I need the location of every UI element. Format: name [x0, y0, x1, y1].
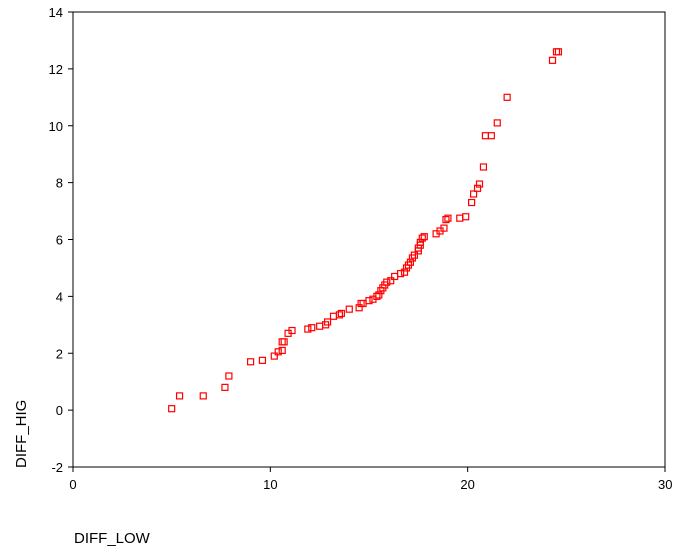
y-axis: -2 0 2 4 6 8 10 12 14: [49, 5, 73, 475]
x-tick-label: 10: [263, 477, 277, 492]
scatter-point: [444, 214, 452, 222]
scatter-point: [548, 56, 557, 64]
y-tick-label: 8: [56, 176, 63, 191]
scatter-point: [357, 299, 365, 308]
scatter-point: [456, 214, 464, 222]
y-tick-label: 6: [56, 233, 63, 248]
y-tick-label: 12: [49, 62, 63, 77]
scatter-point: [278, 338, 286, 346]
y-tick-label: 10: [49, 119, 63, 134]
y-tick-label: -2: [51, 460, 63, 475]
scatter-point: [468, 198, 476, 207]
y-tick-label: 0: [56, 403, 63, 418]
scatter-point: [221, 383, 229, 391]
scatter-point: [481, 132, 490, 140]
scatter-point: [406, 258, 415, 266]
scatter-point: [552, 48, 561, 56]
scatter-point: [365, 297, 373, 305]
scatter-point: [278, 346, 286, 355]
scatter-point: [323, 318, 332, 326]
scatter-point: [359, 299, 367, 308]
scatter-point: [475, 180, 484, 188]
scatter-point: [373, 292, 381, 300]
scatter-point: [355, 304, 363, 312]
scatter-point: [270, 352, 278, 360]
scatter-point: [274, 348, 282, 356]
scatter-point: [258, 356, 267, 364]
scatter-point: [469, 190, 478, 198]
scatter-point: [199, 392, 207, 400]
scatter-point: [304, 325, 312, 333]
plot-frame: [72, 11, 666, 468]
scatter-point: [375, 291, 383, 299]
scatter-point: [554, 48, 563, 56]
scatter-point: [418, 234, 426, 242]
scatter-point: [337, 309, 345, 318]
scatter-point: [493, 119, 501, 127]
scatter-point: [410, 251, 418, 259]
scatter-point: [335, 311, 343, 319]
scatter-point: [316, 322, 324, 330]
scatter-point: [487, 132, 495, 140]
scatter-point: [280, 338, 288, 346]
scatter-point: [345, 305, 353, 313]
scatter-point: [416, 238, 424, 246]
x-axis: 0 10 20 30: [69, 467, 672, 492]
scatter-point: [288, 326, 296, 335]
scatter-points: [168, 48, 563, 413]
scatter-point: [308, 324, 316, 332]
scatter-point: [329, 312, 338, 320]
scatter-point: [247, 358, 255, 366]
x-tick-label: 30: [658, 477, 672, 492]
scatter-point: [479, 163, 488, 171]
y-tick-label: 4: [56, 289, 63, 304]
y-tick-label: 2: [56, 346, 63, 361]
scatter-point: [396, 270, 405, 278]
scatter-point: [440, 224, 448, 232]
scatter-point: [400, 268, 409, 276]
x-axis-title: DIFF_LOW: [74, 530, 151, 547]
scatter-point: [420, 233, 428, 241]
y-axis-title: DIFF_HIG: [13, 400, 30, 468]
scatter-point: [168, 405, 176, 413]
scatter-point: [462, 213, 470, 221]
scatter-point: [175, 392, 184, 400]
x-tick-label: 0: [69, 477, 76, 492]
scatter-point: [473, 184, 482, 192]
y-tick-label: 14: [49, 5, 63, 20]
scatter-point: [225, 372, 233, 380]
scatter-point: [391, 272, 399, 281]
scatter-point: [442, 215, 450, 224]
x-tick-label: 20: [460, 477, 474, 492]
scatter-point: [383, 278, 391, 286]
scatter-point: [503, 93, 511, 101]
scatter-point: [387, 277, 395, 285]
